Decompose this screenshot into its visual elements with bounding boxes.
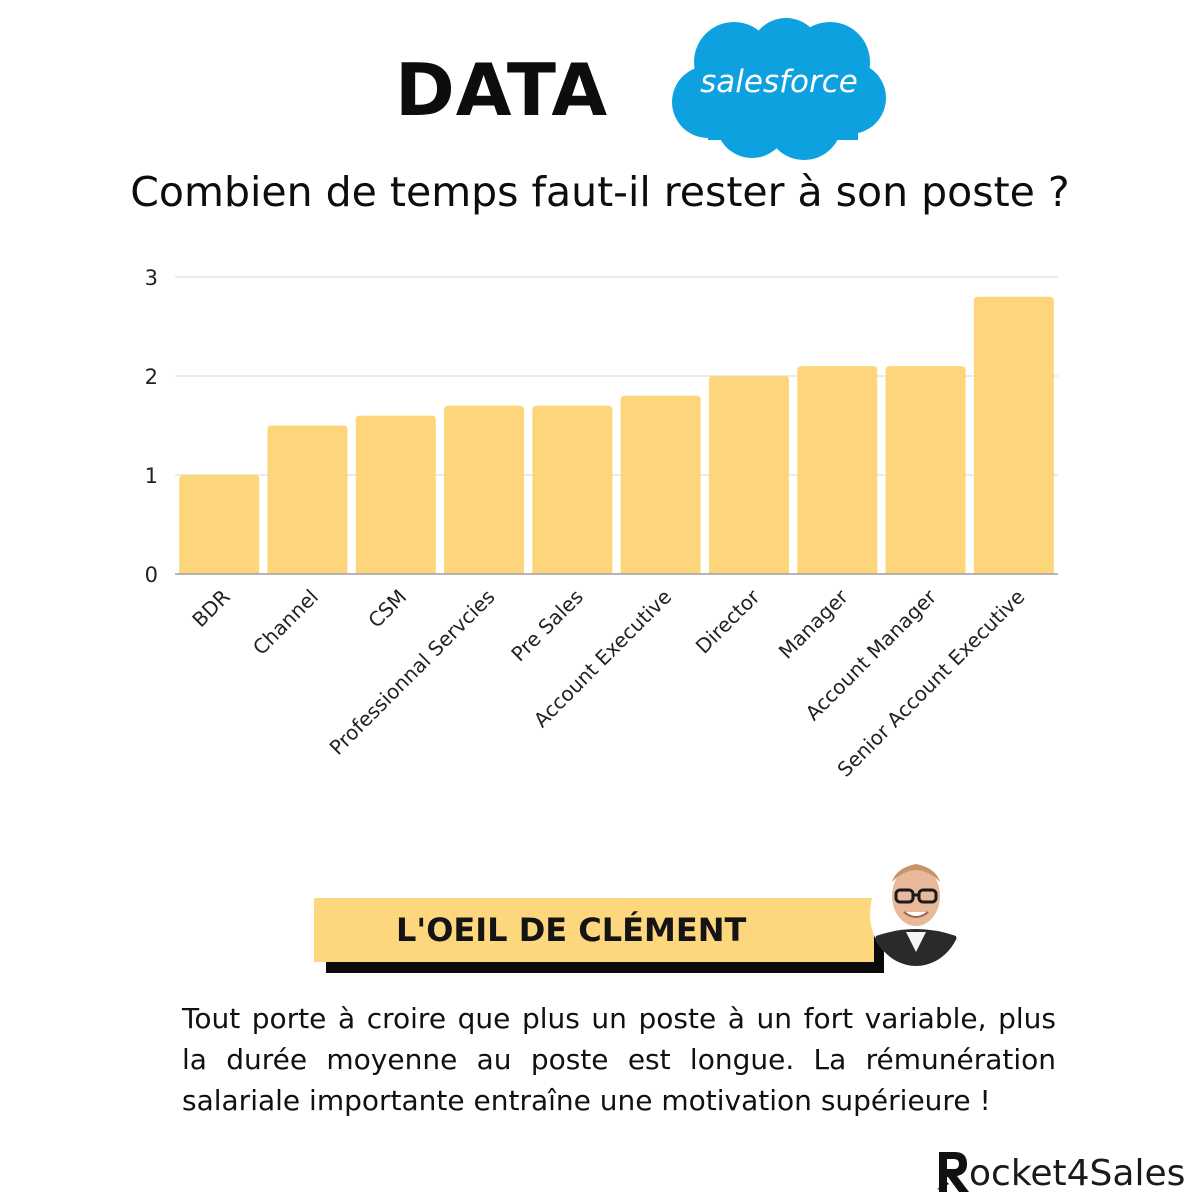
y-tick-label: 3 (145, 266, 158, 290)
chart-question: Combien de temps faut-il rester à son po… (130, 168, 1070, 216)
page-title: DATA (395, 48, 609, 132)
y-tick-label: 2 (145, 365, 158, 389)
x-tick-label: BDR (187, 585, 234, 632)
x-tick-label: CSM (363, 585, 411, 633)
bar-3 (444, 405, 525, 574)
x-tick-label: Professionnal Servcies (325, 585, 500, 760)
callout-banner: L'OEIL DE CLÉMENT (314, 898, 874, 962)
y-axis-labels: 0 1 2 3 (145, 266, 158, 587)
bar-2 (355, 415, 436, 574)
rocket-r-icon (937, 1152, 969, 1192)
bar-6 (708, 376, 789, 574)
author-avatar (870, 862, 962, 966)
x-tick-label: Manager (774, 584, 854, 664)
bar-5 (620, 395, 701, 574)
y-tick-label: 0 (145, 563, 158, 587)
x-tick-label: Pre Sales (506, 585, 588, 667)
bar-4 (532, 405, 613, 574)
x-tick-label: Director (691, 584, 765, 658)
bar-1 (267, 425, 348, 574)
bar-7 (797, 366, 878, 574)
brand-logo: ocket4Sales (935, 1150, 1185, 1194)
bar-9 (973, 296, 1054, 574)
bar-8 (885, 366, 966, 574)
bars (179, 296, 1054, 574)
salesforce-logo-text: salesforce (700, 64, 858, 100)
bar-0 (179, 475, 260, 574)
callout-title: L'OEIL DE CLÉMENT (396, 911, 747, 949)
salesforce-logo: salesforce (672, 18, 886, 160)
x-tick-label: Channel (248, 585, 323, 660)
y-tick-label: 1 (145, 464, 158, 488)
x-tick-label: Senior Account Executive (832, 585, 1029, 782)
callout-text: Tout porte à croire que plus un poste à … (182, 1002, 1056, 1117)
brand-text: ocket4Sales (969, 1153, 1186, 1194)
